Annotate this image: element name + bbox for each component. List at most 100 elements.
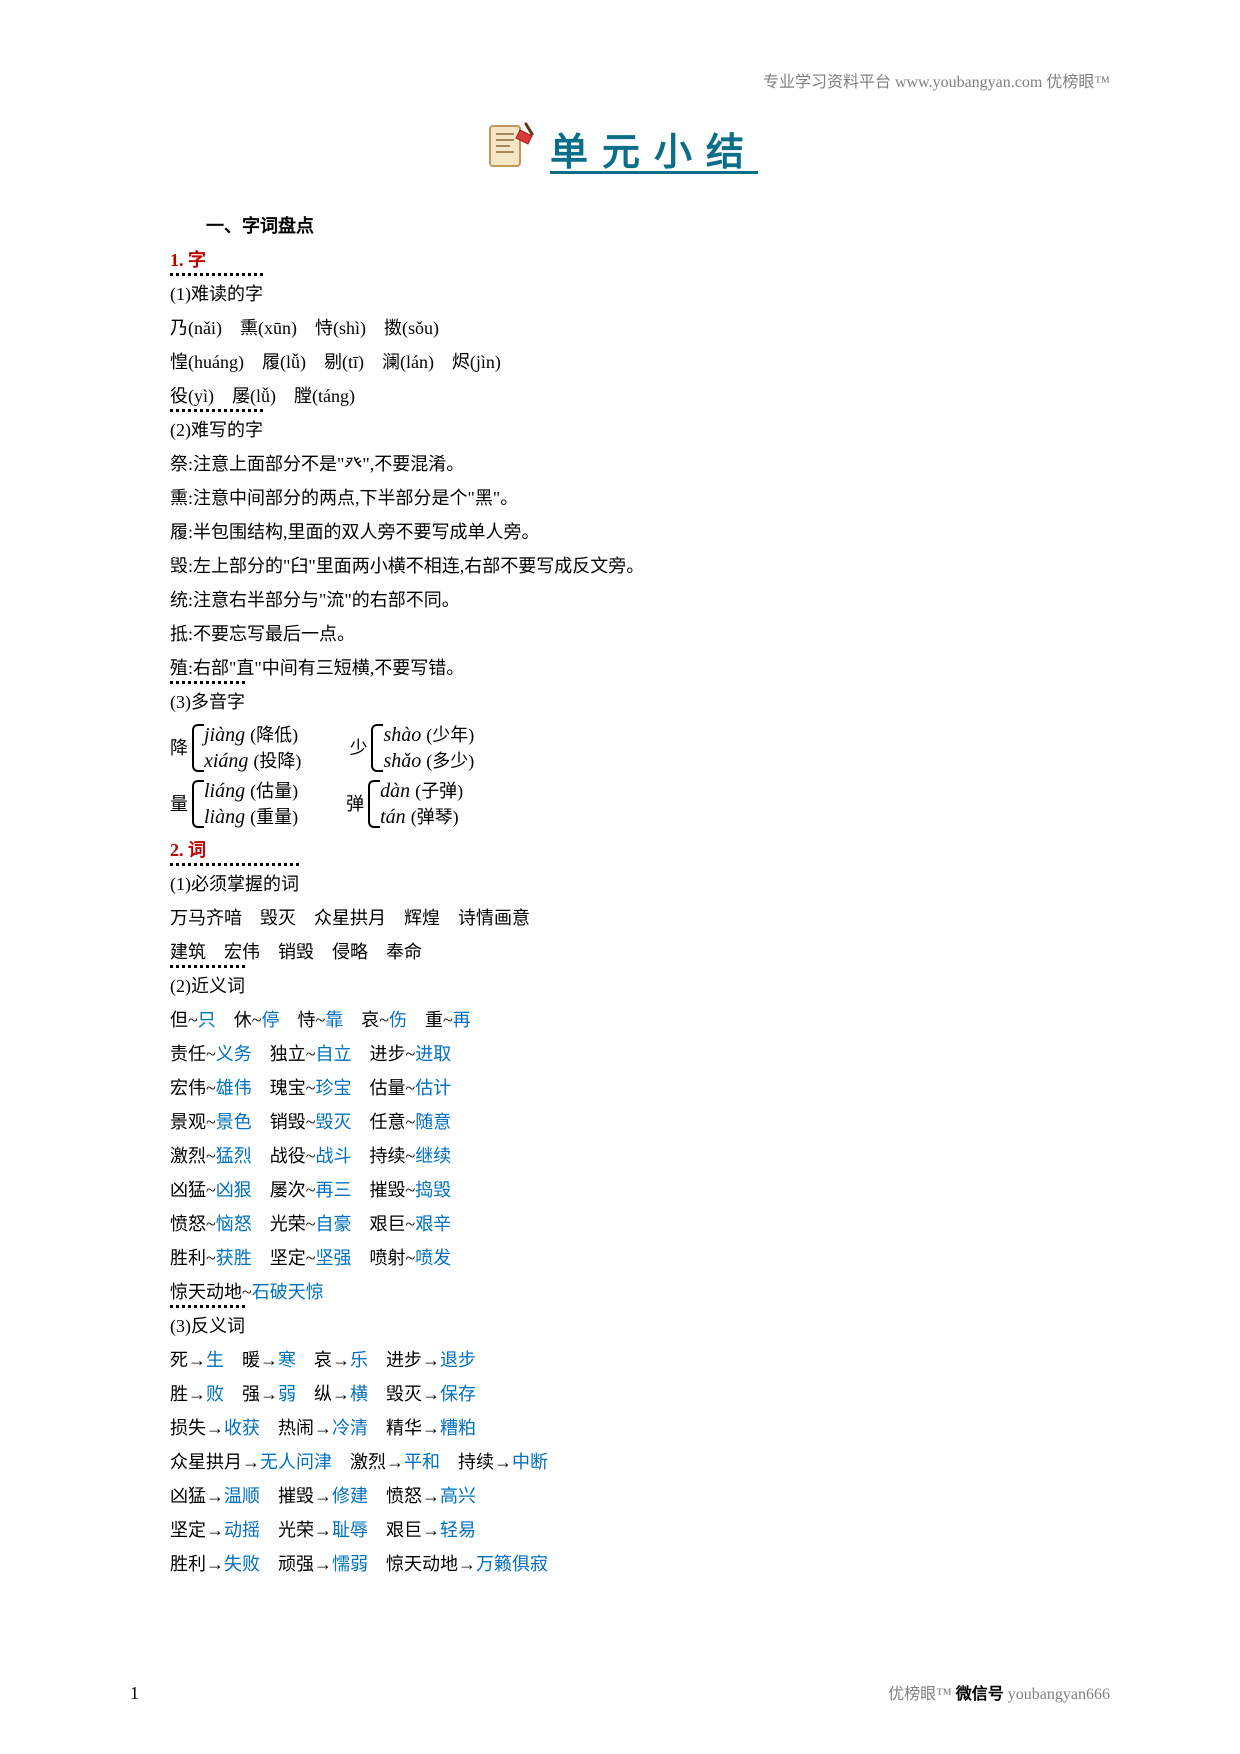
pair-blue: 收获	[224, 1418, 260, 1438]
poly-4b: tán	[380, 806, 406, 828]
pair-black: 强→	[224, 1384, 278, 1404]
hw-3: 履:半包围结构,里面的双人旁不要写成单人旁。	[170, 516, 1070, 548]
hard-read-1: 乃(nǎi) 熏(xūn) 恃(shì) 擞(sǒu)	[170, 312, 1070, 344]
pair-blue: 败	[206, 1384, 224, 1404]
poly-3a-word: (估量)	[250, 781, 298, 801]
pair-black: 坚定~	[252, 1248, 316, 1268]
pair-black: 惊天动地→	[368, 1554, 476, 1574]
pair-blue: 修建	[332, 1486, 368, 1506]
pair-black: 喷射~	[352, 1248, 416, 1268]
pair-blue: 保存	[440, 1384, 476, 1404]
pair-black: 独立~	[252, 1044, 316, 1064]
pair-blue: 退步	[440, 1350, 476, 1370]
pair-black: 瑰宝~	[252, 1078, 316, 1098]
pair-blue: 动摇	[224, 1520, 260, 1540]
poly-row-1: 降 jiàng (降低) xiáng (投降) 少 shào (少年) shǎo…	[170, 722, 1070, 774]
word-pair-line: 死→生 暖→寒 哀→乐 进步→退步	[170, 1344, 1070, 1376]
footer-brand: 优榜眼™	[888, 1686, 956, 1703]
pair-black: 胜利→	[170, 1554, 224, 1574]
word-pair-line: 胜→败 强→弱 纵→横 毁灭→保存	[170, 1378, 1070, 1410]
pair-blue: 温顺	[224, 1486, 260, 1506]
synonym-label: (2)近义词	[170, 970, 245, 1002]
pair-blue: 再	[453, 1010, 471, 1030]
pair-black: 光荣~	[252, 1214, 316, 1234]
poly-3a: liáng	[204, 780, 245, 802]
unit-summary-title: 单元小结	[550, 121, 758, 176]
pair-blue: 高兴	[440, 1486, 476, 1506]
word-pair-line: 凶猛~凶狠 屡次~再三 摧毁~捣毁	[170, 1174, 1070, 1206]
hw-1: 祭:注意上面部分不是"癶",不要混淆。	[170, 448, 1070, 480]
pair-blue: 进取	[415, 1044, 451, 1064]
poly-3b-word: (重量)	[250, 807, 298, 827]
pair-black: 胜利~	[170, 1248, 216, 1268]
pair-blue: 无人问津	[260, 1452, 332, 1472]
pair-black: 众星拱月→	[170, 1452, 260, 1472]
synonym-list: 但~只 休~停 恃~靠 哀~伤 重~再责任~义务 独立~自立 进步~进取宏伟~雄…	[170, 1004, 1070, 1308]
header-note: 专业学习资料平台 www.youbangyan.com 优榜眼™	[763, 68, 1110, 92]
pair-black: 坚定→	[170, 1520, 224, 1540]
word-pair-line: 愤怒~恼怒 光荣~自豪 艰巨~艰辛	[170, 1208, 1070, 1240]
poly-1a: jiàng	[204, 724, 245, 746]
pair-black: 哀→	[296, 1350, 350, 1370]
pair-black: 重~	[407, 1010, 453, 1030]
hw-7: 殖:右部"直"中间有三短横,不要写错。	[170, 652, 1070, 684]
pair-black: 进步~	[352, 1044, 416, 1064]
pair-blue: 估计	[415, 1078, 451, 1098]
pair-blue: 景色	[216, 1112, 252, 1132]
pair-blue: 懦弱	[332, 1554, 368, 1574]
word-pair-line: 胜利~获胜 坚定~坚强 喷射~喷发	[170, 1242, 1070, 1274]
pair-black: 毁灭→	[368, 1384, 440, 1404]
pair-black: 惊天动地~	[170, 1282, 252, 1302]
page-number: 1	[130, 1683, 139, 1704]
must-master-label: (1)必须掌握的词	[170, 868, 299, 900]
word-pair-line: 众星拱月→无人问津 激烈→平和 持续→中断	[170, 1446, 1070, 1478]
word-pair-line: 胜利→失败 顽强→懦弱 惊天动地→万籁俱寂	[170, 1548, 1070, 1580]
antonym-label: (3)反义词	[170, 1310, 245, 1342]
pair-black: 损失→	[170, 1418, 224, 1438]
poly-char-3: 量	[170, 788, 188, 820]
pair-blue: 平和	[404, 1452, 440, 1472]
pair-blue: 横	[350, 1384, 368, 1404]
pair-blue: 只	[198, 1010, 216, 1030]
pair-black: 恃~	[280, 1010, 326, 1030]
must-2: 建筑 宏伟 销毁 侵略 奉命	[170, 936, 1070, 968]
pair-blue: 继续	[415, 1146, 451, 1166]
footer-wechat-id: youbangyan666	[1004, 1686, 1110, 1703]
poly-char-4: 弹	[346, 788, 364, 820]
hard-read-2: 惶(huáng) 履(lǚ) 剔(tī) 澜(lán) 烬(jìn)	[170, 346, 1070, 378]
poly-1b: xiáng	[204, 750, 248, 772]
antonym-list: 死→生 暖→寒 哀→乐 进步→退步胜→败 强→弱 纵→横 毁灭→保存损失→收获 …	[170, 1344, 1070, 1580]
pair-black: 凶猛→	[170, 1486, 224, 1506]
pair-black: 热闹→	[260, 1418, 332, 1438]
pair-blue: 随意	[415, 1112, 451, 1132]
hw-6: 抵:不要忘写最后一点。	[170, 618, 1070, 650]
pair-blue: 坚强	[316, 1248, 352, 1268]
hard-read-3: 役(yì) 屡(lǚ) 膛(táng)	[170, 380, 1070, 412]
char-section-title: 1. 字	[170, 244, 1070, 276]
pair-blue: 自豪	[316, 1214, 352, 1234]
pair-blue: 珍宝	[316, 1078, 352, 1098]
pair-blue: 轻易	[440, 1520, 476, 1540]
pair-blue: 乐	[350, 1350, 368, 1370]
section-1-heading: 一、字词盘点	[170, 210, 1070, 242]
pair-blue: 凶狠	[216, 1180, 252, 1200]
poly-char-1: 降	[170, 732, 188, 764]
poly-3b: liàng	[204, 806, 245, 828]
pair-blue: 停	[262, 1010, 280, 1030]
pair-black: 任意~	[352, 1112, 416, 1132]
word-pair-line: 损失→收获 热闹→冷清 精华→糟粕	[170, 1412, 1070, 1444]
scroll-icon	[482, 120, 538, 176]
pair-black: 纵→	[296, 1384, 350, 1404]
pair-blue: 万籁俱寂	[476, 1554, 548, 1574]
pair-black: 光荣→	[260, 1520, 332, 1540]
pair-blue: 捣毁	[415, 1180, 451, 1200]
hw-4: 毁:左上部分的"臼"里面两小横不相连,右部不要写成反文旁。	[170, 550, 1070, 582]
poly-4a: dàn	[380, 780, 410, 802]
pair-black: 精华→	[368, 1418, 440, 1438]
pair-black: 死→	[170, 1350, 206, 1370]
pair-black: 估量~	[352, 1078, 416, 1098]
word-pair-line: 惊天动地~石破天惊	[170, 1276, 1070, 1308]
word-section-title: 2. 词	[170, 834, 1070, 866]
pair-black: 愤怒~	[170, 1214, 216, 1234]
pair-blue: 义务	[216, 1044, 252, 1064]
